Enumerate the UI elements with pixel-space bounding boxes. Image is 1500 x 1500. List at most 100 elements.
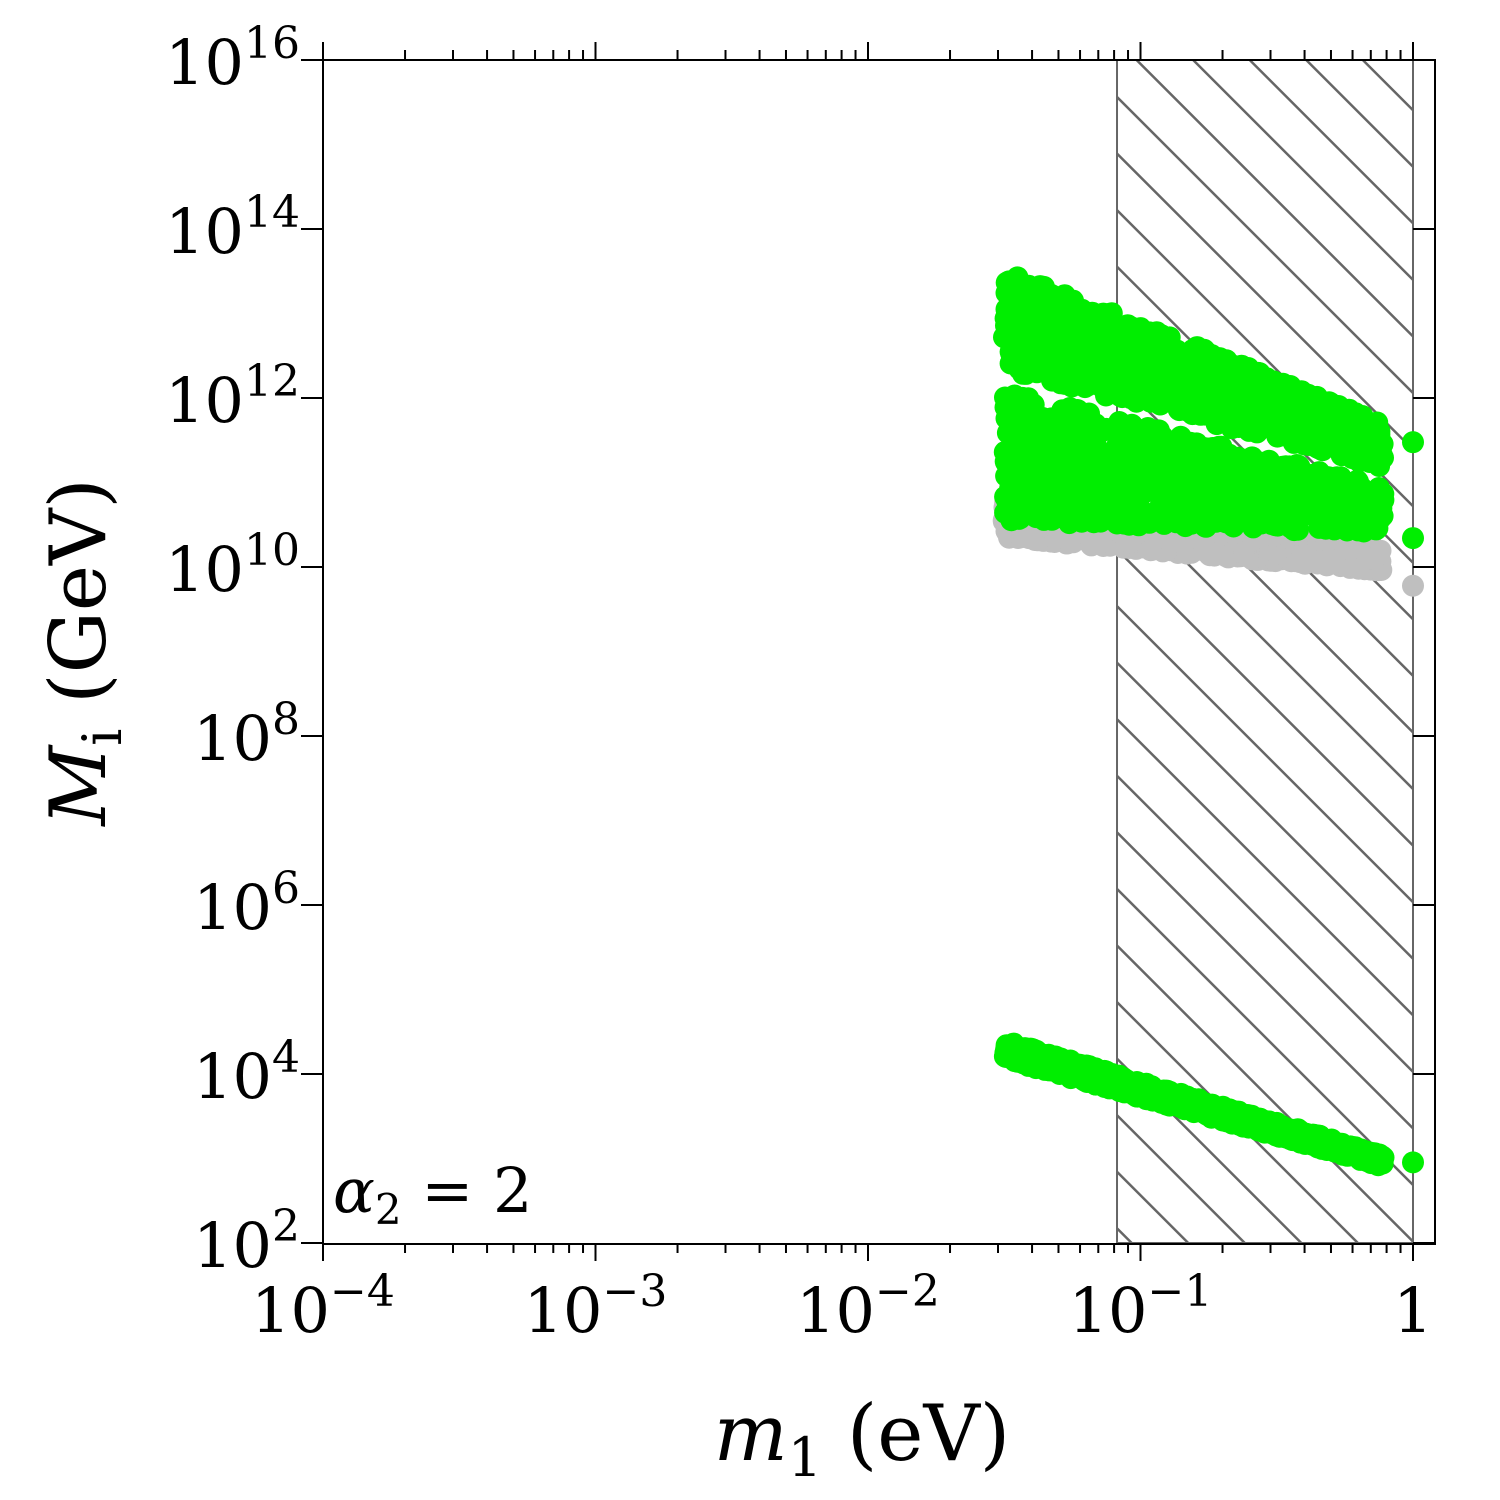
scatter-point (1131, 478, 1154, 501)
scatter-point (1060, 413, 1083, 436)
scatter-point (1006, 269, 1029, 292)
scatter-point (1053, 329, 1076, 352)
scatter-point (1402, 1151, 1424, 1174)
scatter-point (1323, 518, 1346, 541)
scatter-point (1208, 435, 1230, 458)
scatter-point (1014, 499, 1036, 522)
scatter-point (1210, 461, 1233, 484)
scatter-point (1022, 421, 1045, 444)
scatter-point (1221, 488, 1244, 511)
scatter-point (1346, 483, 1369, 505)
scatter-point (1327, 1141, 1350, 1163)
scatter-point (1020, 456, 1043, 479)
scatter-point (1058, 1056, 1081, 1078)
scatter-point (1372, 482, 1395, 505)
scatter-point (1088, 476, 1111, 499)
scatter-point (1288, 408, 1311, 431)
y-axis-title: Mi (GeV) (34, 478, 134, 828)
scatter-point (1402, 574, 1424, 597)
scatter-point (1237, 468, 1260, 491)
scatter-point (994, 501, 1017, 524)
scatter-point (1147, 353, 1170, 375)
scatter-point (1010, 305, 1033, 328)
scatter-point (1211, 363, 1234, 386)
scatter-point (1042, 297, 1064, 320)
scatter-point (1102, 380, 1125, 403)
scatter-point (1089, 532, 1112, 555)
scatter-point (1158, 1080, 1181, 1103)
scatter-point (1221, 414, 1244, 437)
scatter-point (1142, 446, 1165, 469)
scatter-point (1255, 1110, 1277, 1133)
scatter-point (1278, 455, 1301, 478)
scatter-point (1067, 303, 1090, 326)
scatter-point (1232, 387, 1255, 410)
annotation-rest: = 2 (402, 1154, 533, 1227)
scatter-point (1189, 352, 1212, 375)
scatter-point (1070, 483, 1093, 506)
scatter-point (1173, 397, 1196, 420)
x-axis-subscript: 1 (788, 1426, 822, 1489)
y-tick-label: 104 (193, 1032, 300, 1113)
scatter-point (1085, 354, 1108, 377)
scatter-point (1124, 439, 1147, 462)
scatter-point (994, 450, 1017, 473)
scatter-point (1084, 457, 1107, 480)
scatter-point (1163, 473, 1186, 496)
scatter-point (1056, 457, 1079, 480)
y-tick-label: 102 (193, 1201, 300, 1282)
scatter-point (1009, 387, 1032, 410)
scatter-point (1242, 505, 1265, 528)
scatter-point (1204, 500, 1227, 522)
y-tick-label: 1014 (165, 187, 300, 268)
scatter-point (1215, 545, 1238, 568)
scatter-point (1305, 1124, 1328, 1147)
scatter-point (1082, 511, 1105, 534)
x-tick-label: 1 (1393, 1274, 1432, 1347)
scatter-points (992, 266, 1424, 1177)
scatter-point (1104, 347, 1127, 370)
scatter-point (1087, 423, 1110, 445)
scatter-point (1021, 1041, 1044, 1064)
scatter-point (1233, 541, 1255, 564)
x-axis-symbol: m (714, 1389, 788, 1479)
scatter-point (1268, 383, 1291, 406)
scatter-point (1164, 430, 1187, 453)
scatter-point (1086, 336, 1109, 359)
y-axis-subscript: i (71, 729, 134, 746)
scatter-point (1349, 442, 1372, 465)
y-axis-symbol: M (34, 744, 124, 828)
scatter-point (1107, 469, 1130, 492)
scatter-point (1351, 422, 1374, 445)
scatter-point (1020, 473, 1043, 496)
scatter-point (1125, 377, 1147, 400)
scatter-point (1010, 526, 1033, 549)
scatter-point (999, 481, 1022, 504)
scatter-point (1402, 431, 1424, 454)
scatter-point (1046, 479, 1069, 502)
annotation-subscript: 2 (375, 1185, 402, 1234)
scatter-point (1294, 501, 1317, 524)
scatter-point (1100, 302, 1123, 325)
x-tick-label: 10−4 (251, 1266, 395, 1347)
x-axis-title: m1 (eV) (714, 1389, 1010, 1489)
scatter-point (1307, 429, 1330, 452)
scatter-point (1016, 351, 1039, 373)
y-tick-labels: 102 104 106 108 1010 1012 1014 1016 (165, 18, 300, 1282)
y-tick-label: 1010 (165, 525, 300, 606)
scatter-point (1160, 375, 1183, 398)
scatter-point (1189, 1094, 1212, 1116)
scatter-point (1048, 355, 1071, 378)
x-tick-label: 10−1 (1069, 1266, 1213, 1347)
y-tick-label: 106 (193, 863, 300, 944)
excluded-region (1116, 59, 1414, 1244)
scatter-point (1109, 329, 1132, 352)
scatter-point (1168, 507, 1191, 530)
scatter-point (1230, 370, 1253, 393)
scatter-point (1198, 544, 1221, 567)
y-tick-label: 1016 (165, 18, 300, 99)
scatter-point (1093, 1076, 1116, 1098)
scatter-point (1189, 374, 1212, 397)
scatter-point (1021, 405, 1044, 428)
